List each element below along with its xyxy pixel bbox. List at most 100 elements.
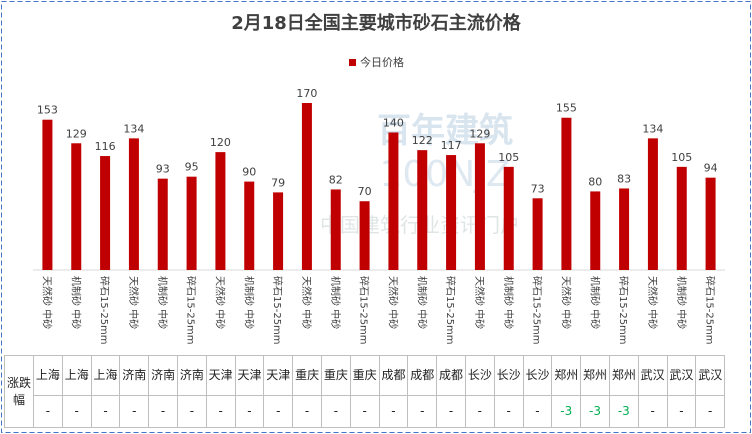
x-tick-label: 机制砂 中砂 <box>675 276 688 329</box>
table-cell: 重庆 <box>320 355 351 396</box>
value-label: 129 <box>469 127 490 140</box>
table-cell: - <box>90 395 121 428</box>
bar <box>705 177 716 270</box>
value-label: 140 <box>383 116 404 129</box>
bar <box>474 143 485 270</box>
bar <box>647 138 658 270</box>
table-cell: - <box>349 395 380 428</box>
table-cell: - <box>61 395 92 428</box>
value-label: 120 <box>210 136 231 149</box>
legend-swatch <box>349 59 356 66</box>
value-label: 93 <box>156 163 170 176</box>
value-label: 105 <box>671 151 692 164</box>
table-cell: - <box>637 395 668 428</box>
value-label: 105 <box>498 151 519 164</box>
x-tick-label: 碎石15-25mm <box>358 276 371 345</box>
x-tick-label: 碎石15-25mm <box>271 276 284 345</box>
bar <box>503 166 514 270</box>
bar <box>359 201 370 270</box>
bar <box>388 132 399 270</box>
value-label: 82 <box>329 173 343 186</box>
value-label: 129 <box>66 127 87 140</box>
x-tick-label: 碎石15-25mm <box>444 276 457 345</box>
value-label: 95 <box>185 161 199 174</box>
table-cell: - <box>522 395 553 428</box>
bar <box>215 152 226 270</box>
table-cell: 济南 <box>176 355 207 396</box>
x-tick-label: 天然砂 中砂 <box>386 276 399 329</box>
x-tick-label: 天然砂 中砂 <box>127 276 140 329</box>
value-label: 83 <box>617 172 631 185</box>
table-cell: 成都 <box>378 355 409 396</box>
value-label: 170 <box>296 87 317 100</box>
x-tick-label: 机制砂 中砂 <box>329 276 342 329</box>
bar <box>273 192 284 270</box>
x-tick-label: 机制砂 中砂 <box>415 276 428 329</box>
bar <box>446 155 457 270</box>
value-label: 70 <box>358 185 372 198</box>
x-tick-label: 天然砂 中砂 <box>559 276 572 329</box>
x-tick-label: 天然砂 中砂 <box>473 276 486 329</box>
value-label: 153 <box>37 104 58 117</box>
table-cell: 重庆 <box>292 355 322 396</box>
bar <box>128 138 139 270</box>
table-cell: 武汉 <box>666 355 697 396</box>
table-cell: - <box>292 395 322 428</box>
x-tick-label: 碎石15-25mm <box>98 276 111 345</box>
bar <box>417 150 428 270</box>
value-label: 90 <box>242 166 256 179</box>
table-cell: - <box>378 395 409 428</box>
table-cell: 天津 <box>234 355 265 396</box>
table-cell: 天津 <box>205 355 236 396</box>
table-cell: 郑州 <box>551 355 582 396</box>
chart-title: 2月18日全国主要城市砂石主流价格 <box>231 12 522 34</box>
table-cell: - <box>119 395 150 428</box>
value-label: 122 <box>412 134 433 147</box>
table-cell: 上海 <box>33 355 63 396</box>
x-tick-label: 天然砂 中砂 <box>300 276 313 329</box>
x-tick-label: 机制砂 中砂 <box>156 276 169 329</box>
bar <box>301 103 312 270</box>
table-cell: 涨跌幅 <box>4 355 34 428</box>
watermark: 百年建筑 <box>377 111 513 151</box>
value-label: 94 <box>704 162 718 175</box>
table-cell: -3 <box>551 395 582 428</box>
table-cell: - <box>320 395 351 428</box>
table-cell: - <box>666 395 697 428</box>
bar <box>244 181 255 270</box>
table-cell: 成都 <box>436 355 466 396</box>
bar <box>42 119 53 270</box>
table-cell: - <box>148 395 178 428</box>
change-table: 涨跌幅 上海 上海 上海 济南 济南 济南 天津 天津 天津 重庆 重庆 重庆 成都 成都 成都 长沙 长沙 长沙郑… <box>4 355 726 428</box>
x-tick-label: 天然砂 中砂 <box>40 276 53 329</box>
table-cell: 上海 <box>61 355 92 396</box>
value-label: 134 <box>123 122 144 135</box>
table-cell: 武汉 <box>695 355 726 396</box>
x-tick-label: 机制砂 中砂 <box>502 276 515 329</box>
table-cell: - <box>234 395 265 428</box>
x-tick-label: 机制砂 中砂 <box>69 276 82 329</box>
table-cell: 长沙 <box>464 355 495 396</box>
table-cell: 长沙 <box>493 355 524 396</box>
table-cell: - <box>205 395 236 428</box>
table-cell: 天津 <box>263 355 294 396</box>
table-cell: - <box>176 395 207 428</box>
x-tick-label: 碎石15-25mm <box>704 276 717 345</box>
bar <box>532 198 543 270</box>
table-cell: 重庆 <box>349 355 380 396</box>
bar <box>157 178 168 270</box>
table-cell: -3 <box>580 395 610 428</box>
table-cell: - <box>493 395 524 428</box>
bar <box>330 189 341 270</box>
value-label: 73 <box>531 182 545 195</box>
table-cell: 上海 <box>90 355 121 396</box>
x-tick-label: 天然砂 中砂 <box>646 276 659 329</box>
x-tick-label: 碎石15-25mm <box>617 276 630 345</box>
watermark: 100NJZ <box>380 154 511 195</box>
table-cell: 武汉 <box>637 355 668 396</box>
table-cell: 济南 <box>148 355 178 396</box>
x-tick-label: 天然砂 中砂 <box>213 276 226 329</box>
